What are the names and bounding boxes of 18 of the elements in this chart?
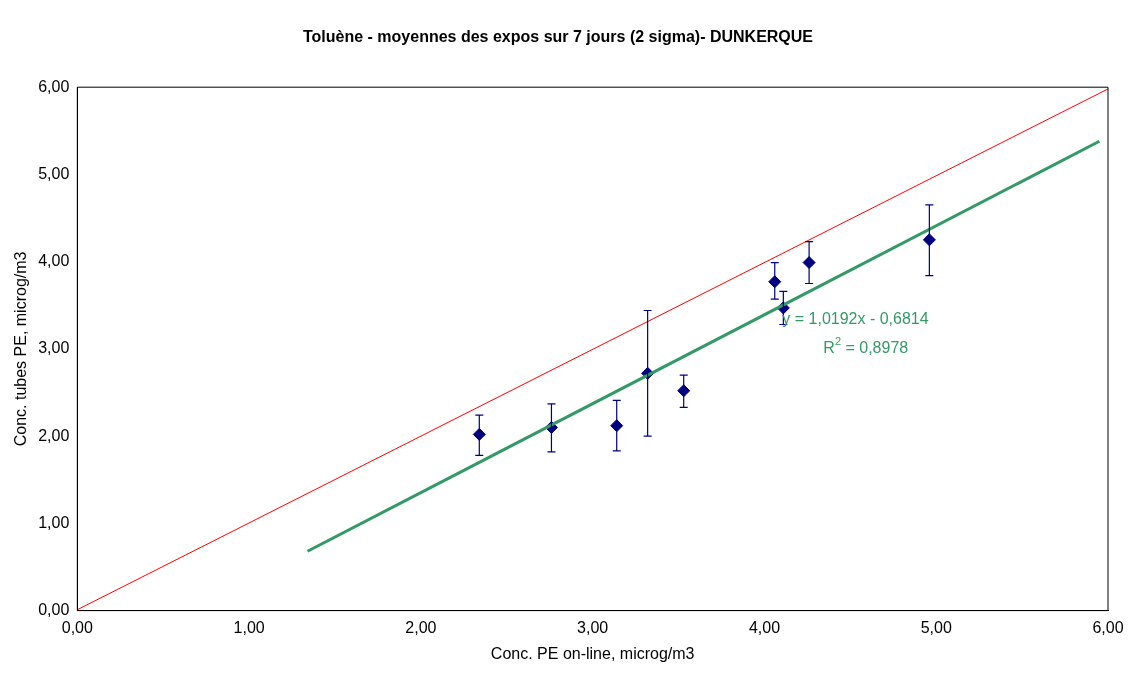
x-tick-label: 0,00 — [61, 618, 94, 636]
chart-title: Toluène - moyennes des expos sur 7 jours (2 sigma)- DUNKERQUE — [302, 28, 814, 46]
y-tick-label: 5,00 — [38, 164, 70, 182]
y-tick-label: 4,00 — [38, 252, 70, 270]
y-axis-title: Conc. tubes PE, microg/m3 — [12, 251, 30, 447]
y-tick-label: 0,00 — [38, 601, 70, 619]
x-tick-label: 4,00 — [748, 618, 781, 636]
x-tick-label: 5,00 — [920, 618, 952, 636]
x-tick-label: 3,00 — [577, 618, 609, 636]
x-tick-label: 1,00 — [233, 618, 265, 636]
point — [922, 233, 936, 247]
y-tick-label: 6,00 — [38, 77, 70, 95]
x-tick-label: 6,00 — [1092, 618, 1124, 636]
x-tick-label: 2,00 — [405, 618, 437, 636]
y-tick-label: 1,00 — [38, 513, 70, 531]
y-tick-label: 3,00 — [38, 339, 70, 357]
x-axis-title: Conc. PE on-line, microg/m3 — [490, 644, 695, 662]
y-tick-label: 2,00 — [38, 426, 70, 444]
